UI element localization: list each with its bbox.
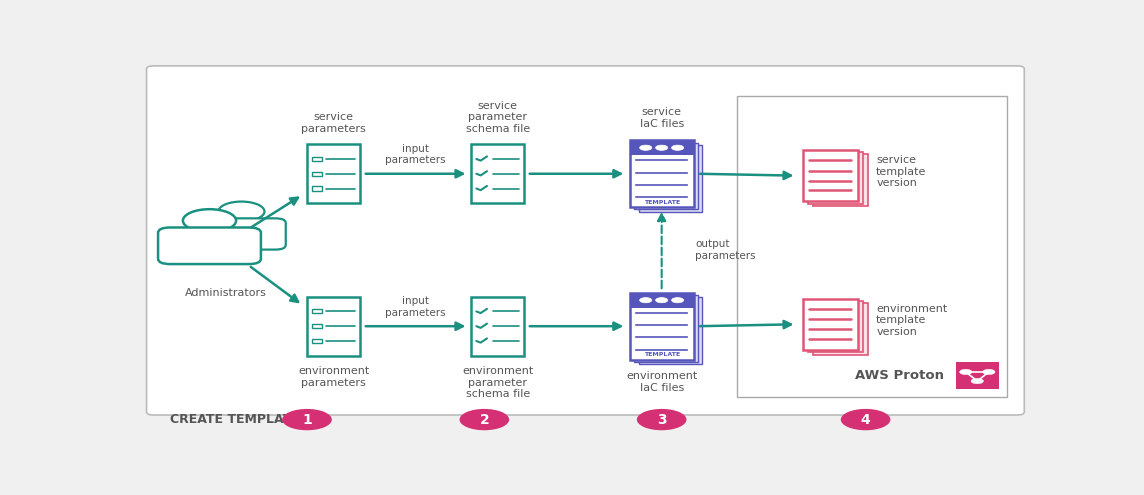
Text: service
IaC files: service IaC files — [639, 107, 684, 129]
Circle shape — [971, 378, 984, 384]
FancyBboxPatch shape — [307, 144, 360, 203]
Text: output
parameters: output parameters — [696, 239, 756, 261]
FancyBboxPatch shape — [629, 141, 693, 155]
Text: environment
parameters: environment parameters — [297, 366, 370, 388]
Text: input
parameters: input parameters — [386, 144, 446, 165]
FancyBboxPatch shape — [312, 157, 321, 161]
Text: service
parameters: service parameters — [301, 112, 366, 134]
Circle shape — [639, 145, 652, 150]
Text: 3: 3 — [657, 413, 667, 427]
FancyBboxPatch shape — [312, 309, 321, 313]
FancyBboxPatch shape — [312, 324, 321, 328]
FancyBboxPatch shape — [634, 295, 698, 362]
Text: 2: 2 — [479, 413, 490, 427]
FancyBboxPatch shape — [629, 141, 693, 207]
FancyBboxPatch shape — [312, 172, 321, 176]
FancyBboxPatch shape — [803, 298, 858, 350]
Circle shape — [960, 369, 972, 375]
FancyBboxPatch shape — [629, 293, 693, 307]
Circle shape — [460, 409, 509, 430]
FancyBboxPatch shape — [803, 150, 858, 201]
Text: Administrators: Administrators — [184, 288, 267, 298]
Circle shape — [841, 409, 890, 430]
FancyBboxPatch shape — [634, 143, 698, 209]
FancyBboxPatch shape — [813, 303, 868, 354]
FancyBboxPatch shape — [197, 218, 286, 249]
FancyBboxPatch shape — [471, 144, 524, 203]
FancyBboxPatch shape — [956, 362, 999, 389]
Circle shape — [183, 209, 236, 232]
Text: AWS Proton: AWS Proton — [855, 369, 944, 382]
Text: environment
template
version: environment template version — [876, 304, 947, 337]
Text: TEMPLATE: TEMPLATE — [644, 352, 680, 357]
FancyBboxPatch shape — [638, 145, 702, 212]
Text: environment
IaC files: environment IaC files — [626, 371, 698, 393]
FancyBboxPatch shape — [629, 293, 693, 359]
Text: environment
parameter
schema file: environment parameter schema file — [462, 366, 533, 399]
FancyBboxPatch shape — [312, 339, 321, 343]
FancyBboxPatch shape — [471, 297, 524, 356]
FancyBboxPatch shape — [146, 66, 1024, 415]
FancyBboxPatch shape — [158, 228, 261, 264]
Circle shape — [283, 409, 332, 430]
Circle shape — [219, 201, 264, 221]
FancyBboxPatch shape — [808, 301, 863, 352]
Circle shape — [672, 297, 684, 303]
Circle shape — [656, 297, 668, 303]
Text: CREATE TEMPLATES: CREATE TEMPLATES — [169, 413, 309, 426]
FancyBboxPatch shape — [808, 152, 863, 203]
Text: service
parameter
schema file: service parameter schema file — [466, 100, 530, 134]
FancyBboxPatch shape — [638, 297, 702, 364]
Circle shape — [983, 369, 995, 375]
Text: service
template
version: service template version — [876, 155, 927, 189]
Text: 4: 4 — [860, 413, 871, 427]
Circle shape — [637, 409, 686, 430]
Circle shape — [672, 145, 684, 150]
FancyBboxPatch shape — [737, 96, 1008, 396]
FancyBboxPatch shape — [312, 187, 321, 191]
Circle shape — [656, 145, 668, 150]
Text: 1: 1 — [302, 413, 312, 427]
Text: TEMPLATE: TEMPLATE — [644, 200, 680, 205]
Text: input
parameters: input parameters — [386, 296, 446, 318]
FancyBboxPatch shape — [813, 154, 868, 206]
Circle shape — [639, 297, 652, 303]
FancyBboxPatch shape — [307, 297, 360, 356]
